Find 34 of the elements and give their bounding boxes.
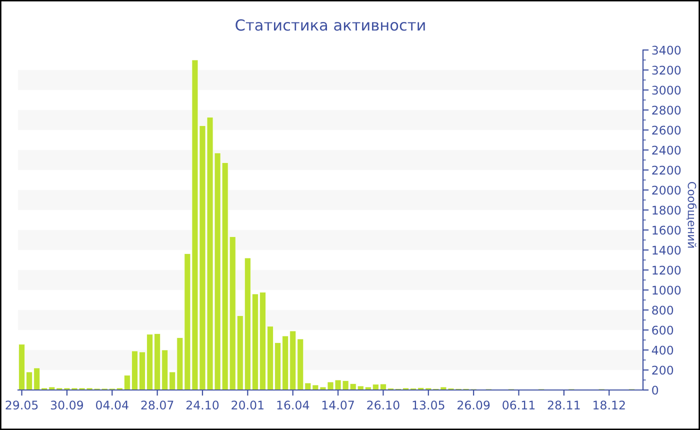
y-tick-label: 3400 [652, 46, 681, 55]
y-tick-label: 400 [652, 346, 674, 355]
y-tick-label: 1800 [652, 206, 681, 215]
y-tick-label: 1000 [652, 286, 681, 295]
x-tick-label: 04.04 [96, 400, 128, 410]
x-tick-label: 28.11 [548, 400, 580, 410]
x-tick-label: 24.10 [186, 400, 219, 410]
y-tick-label: 2200 [652, 166, 681, 175]
x-tick-label: 26.10 [367, 400, 400, 410]
x-tick-label: 30.09 [50, 400, 84, 410]
y-tick-label: 1600 [652, 226, 681, 235]
x-tick-label: 28.07 [141, 400, 174, 410]
chart-title: Статистика активности [236, 19, 425, 31]
x-tick-label: 18.12 [594, 400, 625, 410]
y-tick-label: 1400 [652, 246, 681, 255]
y-tick-label: 0 [652, 386, 658, 395]
x-tick-label: 06.11 [502, 400, 535, 410]
x-tick-label: 13.05 [412, 400, 444, 410]
y-tick-label: 3000 [652, 86, 681, 95]
y-tick-label: 1200 [652, 266, 681, 275]
y-tick-label: 800 [652, 306, 674, 315]
y-tick-label: 200 [652, 366, 674, 375]
y-tick-label: 2800 [652, 106, 681, 115]
y-tick-label: 3200 [652, 66, 681, 75]
x-tick-label: 26.09 [458, 400, 490, 410]
x-tick-label: 14.07 [322, 400, 354, 410]
x-tick-label: 20.01 [232, 400, 264, 410]
y-tick-label: 2600 [652, 126, 681, 135]
y-axis-title: Сообщений [686, 182, 697, 248]
y-tick-label: 2400 [652, 146, 681, 155]
y-tick-label: 2000 [652, 186, 681, 195]
x-tick-label: 29.05 [6, 400, 38, 410]
x-tick-label: 16.04 [277, 400, 310, 410]
y-tick-label: 600 [652, 326, 674, 335]
